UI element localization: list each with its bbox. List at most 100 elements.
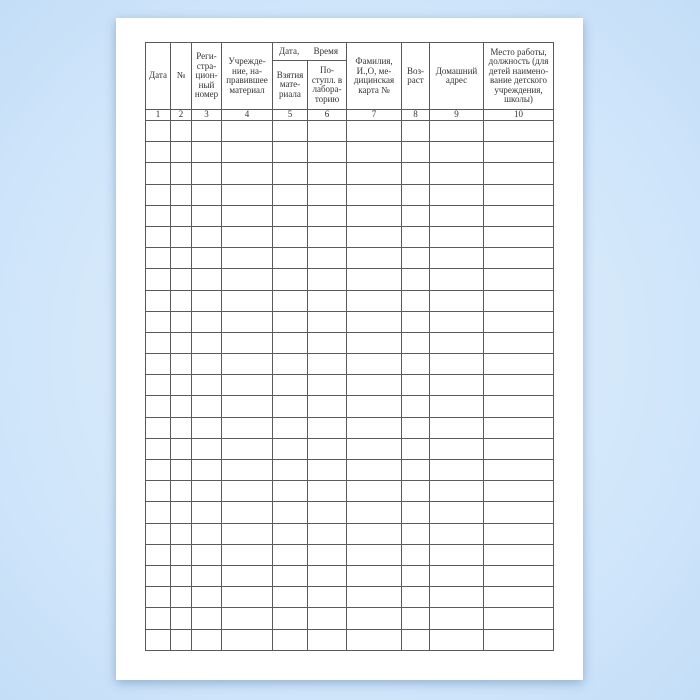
table-cell [429, 564, 485, 588]
table-cell [346, 501, 403, 524]
table-cell [429, 501, 485, 524]
table-cell [401, 628, 431, 651]
table-cell [483, 607, 555, 630]
table-cell [191, 374, 222, 397]
table-cell [429, 522, 485, 545]
table-cell [170, 437, 192, 461]
table-cell [191, 353, 222, 376]
table-cell [483, 225, 555, 249]
table-cell [272, 607, 308, 630]
table-cell [272, 416, 308, 439]
table-cell [429, 353, 485, 376]
table-cell [170, 183, 192, 206]
table-cell [346, 353, 403, 376]
table-cell [306, 458, 348, 482]
table-cell [483, 162, 555, 185]
table-cell [170, 501, 192, 524]
table-cell [306, 162, 348, 185]
table-cell [306, 141, 348, 164]
header-date: Дата [145, 42, 171, 110]
table-cell [483, 204, 555, 227]
table-cell [170, 564, 192, 588]
table-cell [272, 543, 308, 566]
table-cell [346, 268, 403, 291]
table-cell [483, 586, 555, 609]
header-age: Воз- раст [401, 42, 431, 110]
table-row [145, 183, 555, 206]
table-cell [483, 119, 555, 143]
table-cell [401, 416, 431, 439]
table-cell [429, 458, 485, 482]
table-cell [145, 310, 171, 333]
table-cell [145, 183, 171, 206]
table-cell [483, 628, 555, 651]
table-cell [170, 353, 192, 376]
table-cell [306, 183, 348, 206]
table-cell [306, 607, 348, 630]
table-cell [346, 607, 403, 630]
table-cell [429, 586, 485, 609]
table-cell [483, 353, 555, 376]
table-cell [145, 564, 171, 588]
table-cell [429, 183, 485, 206]
table-cell [306, 225, 348, 249]
table-cell [170, 204, 192, 227]
table-cell [306, 353, 348, 376]
table-cell [306, 289, 348, 312]
table-cell [272, 310, 308, 333]
table-cell [483, 564, 555, 588]
column-number-row: 1 2 3 4 5 6 7 8 9 10 [145, 109, 555, 121]
table-cell [346, 395, 403, 418]
table-cell [170, 268, 192, 291]
table-row [145, 247, 555, 270]
table-cell [306, 119, 348, 143]
table-cell [346, 289, 403, 312]
table-cell [401, 183, 431, 206]
table-cell [221, 289, 273, 312]
table-cell [346, 204, 403, 227]
table-cell [272, 480, 308, 503]
table-row [145, 607, 555, 630]
table-cell [221, 141, 273, 164]
table-cell [145, 353, 171, 376]
table-cell [145, 522, 171, 545]
table-cell [191, 247, 222, 270]
table-cell [191, 310, 222, 333]
header-reg-number: Реги- стра- цион- ный номер [191, 42, 222, 110]
table-cell [221, 225, 273, 249]
table-row [145, 501, 555, 524]
table-cell [221, 395, 273, 418]
table-cell [401, 119, 431, 143]
table-cell [145, 501, 171, 524]
table-cell [429, 607, 485, 630]
table-cell [272, 458, 308, 482]
table-cell [429, 247, 485, 270]
table-cell [272, 204, 308, 227]
table-cell [346, 225, 403, 249]
table-cell [145, 395, 171, 418]
table-row [145, 310, 555, 333]
table-cell [429, 225, 485, 249]
table-cell [221, 204, 273, 227]
table-cell [191, 628, 222, 651]
table-cell [145, 458, 171, 482]
table-cell [145, 141, 171, 164]
table-cell [306, 374, 348, 397]
header-date-label: Дата, [279, 45, 300, 56]
header-name: Фамилия, И.,О, ме- дицинская карта № [346, 42, 403, 110]
table-cell [306, 416, 348, 439]
table-cell [272, 119, 308, 143]
table-cell [191, 289, 222, 312]
table-cell [306, 437, 348, 461]
table-row [145, 353, 555, 376]
table-cell [483, 289, 555, 312]
table-cell [346, 331, 403, 355]
header-time-label: Время [313, 45, 339, 56]
table-cell [145, 268, 171, 291]
table-cell [346, 310, 403, 333]
table-cell [170, 522, 192, 545]
table-cell [191, 607, 222, 630]
table-cell [191, 458, 222, 482]
table-cell [306, 522, 348, 545]
table-cell [483, 247, 555, 270]
